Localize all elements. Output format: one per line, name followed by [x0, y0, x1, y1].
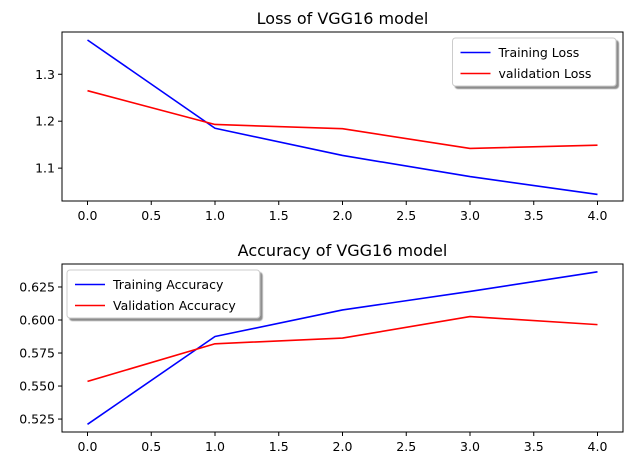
loss-x-tick-label: 3.0 [460, 208, 480, 223]
loss-x-tick-label: 0.5 [141, 208, 161, 223]
loss-chart-title: Loss of VGG16 model [257, 9, 429, 28]
accuracy-x-tick-label: 1.5 [269, 439, 289, 454]
accuracy-chart: Accuracy of VGG16 model 0.0 0.5 1.0 1.5 2.0 2… [19, 241, 624, 454]
accuracy-x-tick-label: 3.5 [524, 439, 544, 454]
loss-series-line-0 [87, 39, 598, 196]
loss-chart-y-ticks: 1.1 1.2 1.3 [35, 67, 62, 176]
accuracy-x-tick-label: 2.0 [333, 439, 353, 454]
accuracy-chart-x-ticks: 0.0 0.5 1.0 1.5 2.0 2.5 3.0 3.5 4.0 [78, 432, 608, 454]
loss-x-tick-label: 3.5 [524, 208, 544, 223]
accuracy-chart-title: Accuracy of VGG16 model [238, 241, 448, 260]
loss-legend-label-1: validation Loss [499, 66, 592, 81]
accuracy-y-tick-label: 0.625 [19, 279, 55, 294]
loss-chart: Loss of VGG16 model 0.0 0.5 1.0 1.5 2.0 2.5 3.… [35, 9, 624, 223]
loss-series-line-1 [87, 89, 598, 150]
loss-x-tick-label: 1.5 [269, 208, 289, 223]
loss-x-tick-label: 0.0 [78, 208, 98, 223]
loss-chart-x-ticks: 0.0 0.5 1.0 1.5 2.0 2.5 3.0 3.5 4.0 [78, 201, 608, 223]
accuracy-x-tick-label: 2.5 [396, 439, 416, 454]
accuracy-legend-label-1: Validation Accuracy [113, 298, 236, 313]
accuracy-y-tick-label: 0.575 [19, 346, 55, 361]
loss-legend-box [452, 37, 617, 87]
accuracy-series-line-1 [87, 315, 598, 383]
loss-x-tick-label: 1.0 [205, 208, 225, 223]
loss-x-tick-label: 4.0 [588, 208, 608, 223]
loss-chart-lines [87, 39, 598, 196]
loss-x-tick-label: 2.0 [333, 208, 353, 223]
accuracy-chart-legend: Training Accuracy Validation Accuracy [66, 269, 261, 319]
accuracy-chart-y-ticks: 0.525 0.550 0.575 0.600 0.625 [19, 279, 62, 427]
loss-y-tick-label: 1.3 [35, 67, 55, 82]
accuracy-y-tick-label: 0.550 [19, 379, 55, 394]
loss-x-tick-label: 2.5 [396, 208, 416, 223]
accuracy-series-line-0 [87, 270, 598, 425]
accuracy-legend-label-0: Training Accuracy [112, 277, 224, 292]
accuracy-y-tick-label: 0.525 [19, 412, 55, 427]
loss-y-tick-label: 1.1 [35, 161, 55, 176]
accuracy-legend-box [66, 269, 261, 319]
accuracy-x-tick-label: 0.0 [78, 439, 98, 454]
accuracy-x-tick-label: 1.0 [205, 439, 225, 454]
accuracy-x-tick-label: 4.0 [588, 439, 608, 454]
loss-legend-label-0: Training Loss [498, 45, 580, 60]
accuracy-chart-lines [87, 270, 598, 425]
loss-chart-legend: Training Loss validation Loss [452, 37, 617, 87]
accuracy-x-tick-label: 0.5 [141, 439, 161, 454]
loss-y-tick-label: 1.2 [35, 114, 55, 129]
accuracy-y-tick-label: 0.600 [19, 313, 55, 328]
accuracy-x-tick-label: 3.0 [460, 439, 480, 454]
